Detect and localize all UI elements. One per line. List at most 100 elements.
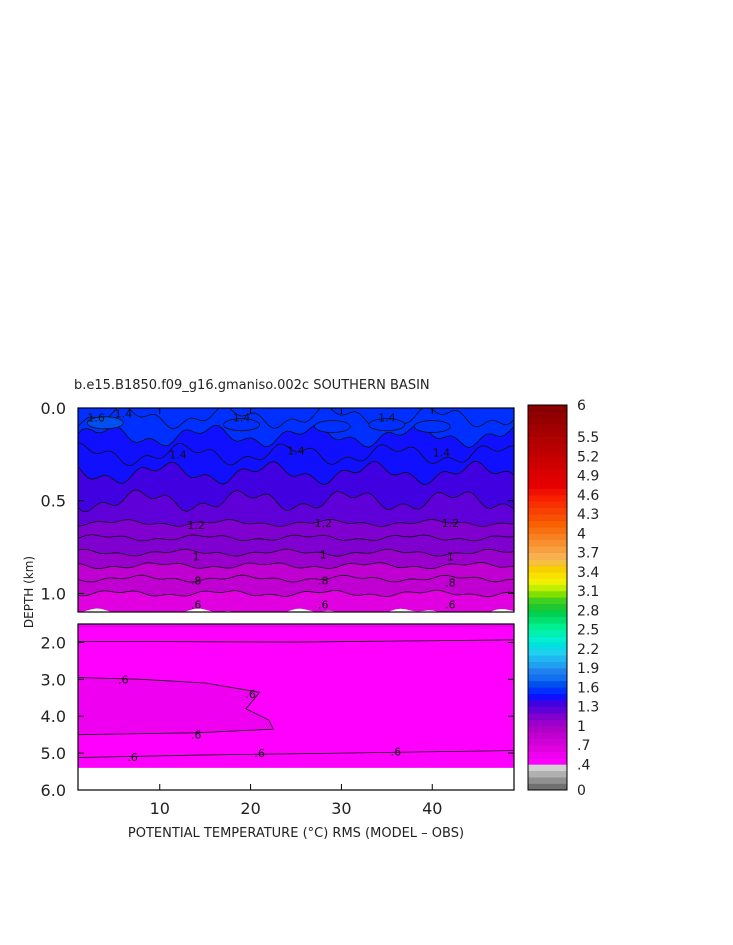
colorbar-tick-label: 4 [577, 526, 586, 542]
upper-band [78, 408, 514, 448]
colorbar-tick-label: 3.1 [577, 584, 599, 600]
lower-wedge [78, 677, 274, 735]
colorbar-tick-label: .7 [577, 738, 590, 754]
colorbar-tick-label: 2.2 [577, 642, 599, 658]
y-tick-label: 2.0 [41, 633, 66, 652]
upper-panel-fill [78, 408, 514, 612]
contour-line [78, 460, 514, 485]
colorbar-swatch [528, 764, 567, 772]
colorbar-swatch [528, 680, 567, 688]
colorbar-swatch [528, 706, 567, 714]
colorbar-swatch [528, 571, 567, 579]
colorbar-swatch [528, 757, 567, 765]
colorbar-swatch [528, 424, 567, 431]
colorbar-swatch [528, 648, 567, 656]
colorbar-swatch [528, 449, 567, 457]
contour-label: 1.2 [442, 517, 460, 530]
upper-panel-y-axis: 0.0 0.5 1.0 [41, 399, 514, 603]
colorbar-swatch [528, 411, 567, 419]
colorbar-swatch [528, 642, 567, 650]
contour-line [78, 534, 514, 542]
colorbar-tick-label: 1.6 [577, 680, 599, 696]
contour-labels: 1.6 1.4 1.4 1.4 1.4 1.4 1.4 1.2 1.2 1.2 1 1 1 .8 .8 .8.… [87, 408, 459, 764]
contour-line [78, 750, 514, 758]
colorbar-swatch [528, 623, 567, 630]
upper-band [78, 562, 514, 583]
upper-panel-contours [78, 408, 514, 598]
contour-label: 1.4 [433, 447, 451, 460]
upper-band [78, 461, 514, 512]
colorbar-swatch [528, 488, 567, 496]
lower-top-band [78, 624, 514, 628]
contour-label: .8 [445, 576, 456, 589]
lower-panel-fill [78, 624, 514, 768]
colorbar-swatch [528, 713, 567, 720]
surface-eddy [223, 418, 260, 432]
colorbar-tick-label: 1.3 [577, 700, 599, 716]
colorbar-swatch [528, 674, 567, 682]
colorbar-swatch [528, 430, 567, 438]
upper-band [78, 424, 514, 466]
contour-line [78, 442, 514, 467]
colorbar-swatch [528, 494, 567, 502]
colorbar-tick-label: 2.5 [577, 623, 599, 639]
colorbar-swatch [528, 469, 567, 476]
colorbar: 6 5.5 5.2 4.9 4.6 4.3 4 3.7 3.4 3.1 2.8 2.5 2.2 1.9 1.… [527, 398, 599, 799]
x-tick-label: 40 [422, 799, 442, 818]
colorbar-swatch [528, 462, 567, 470]
colorbar-swatch [528, 591, 567, 598]
colorbar-swatch [528, 514, 567, 521]
contour-label: .8 [318, 574, 329, 587]
contour-line [78, 548, 514, 557]
x-tick-label: 10 [150, 799, 170, 818]
contour-label: 1.2 [315, 517, 333, 530]
colorbar-swatch [528, 603, 567, 611]
y-tick-label: 3.0 [41, 670, 66, 689]
colorbar-swatch [528, 443, 567, 451]
contour-line [78, 519, 514, 527]
colorbar-tick-label: 4.6 [577, 488, 599, 504]
colorbar-swatch [528, 552, 567, 560]
surface-eddy [413, 420, 451, 433]
contour-line [78, 574, 514, 583]
colorbar-tick-label: 4.3 [577, 507, 599, 523]
colorbar-swatch [528, 629, 567, 637]
colorbar-swatch [528, 770, 567, 778]
x-tick-label: 20 [240, 799, 260, 818]
colorbar-swatch [528, 783, 567, 791]
contour-line [78, 677, 274, 736]
colorbar-tick-label: 5.2 [577, 449, 599, 465]
colorbar-swatch [528, 616, 567, 624]
lower-panel: 2.0 3.0 4.0 5.0 6.0 10 20 30 40 [41, 408, 515, 818]
colorbar-swatch [528, 475, 567, 483]
colorbar-swatch [528, 725, 567, 733]
contour-label: .6 [254, 747, 265, 760]
x-tick-label: 30 [331, 799, 351, 818]
contour-label: 1.4 [378, 411, 396, 424]
contour-label: 1.4 [233, 411, 251, 424]
lower-panel-frame [77, 623, 515, 791]
colorbar-swatch [528, 526, 567, 534]
y-axis-label: DEPTH (km) [22, 556, 36, 628]
contour-label: .6 [245, 688, 256, 701]
upper-panel-frame [77, 407, 515, 613]
y-tick-label: 1.0 [41, 584, 66, 603]
colorbar-swatch [528, 501, 567, 508]
contour-label: 1.6 [87, 411, 105, 424]
colorbar-tick-label: 1 [577, 719, 586, 735]
upper-band [78, 575, 514, 597]
colorbar-swatch [528, 661, 567, 669]
colorbar-swatch [528, 693, 567, 701]
colorbar-swatch [528, 668, 567, 675]
y-tick-label: 4.0 [41, 707, 66, 726]
colorbar-swatch [528, 751, 567, 759]
colorbar-swatch [528, 610, 567, 618]
colorbar-swatch [528, 719, 567, 727]
contour-line [78, 489, 514, 513]
upper-band [78, 590, 514, 612]
contour-label: .6 [191, 729, 202, 742]
colorbar-tick-label: 6 [577, 398, 586, 414]
colorbar-tick-label: .4 [577, 757, 590, 773]
upper-band [78, 534, 514, 557]
contour-label: .6 [191, 599, 202, 612]
